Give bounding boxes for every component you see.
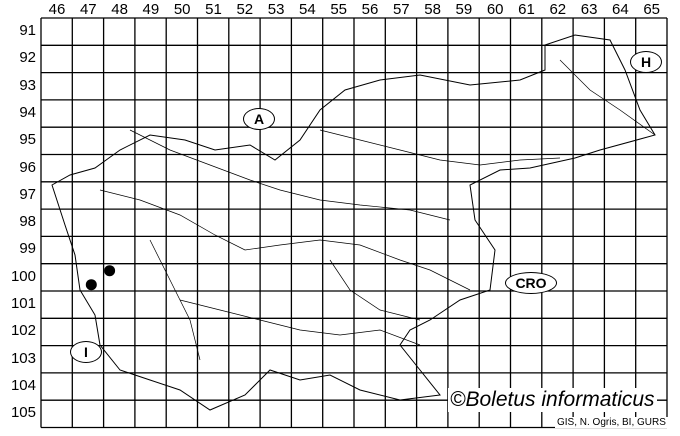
column-label: 49	[142, 1, 160, 18]
row-label: 95	[19, 131, 36, 149]
column-label: 50	[173, 1, 191, 18]
map-credit: GIS, N. Ogris, BI, GURS	[555, 417, 668, 428]
country-border	[51, 34, 656, 411]
column-label: 52	[236, 1, 254, 18]
column-label: 57	[392, 1, 410, 18]
country-label-austria: A	[243, 108, 275, 130]
country-label-croatia: CRO	[505, 272, 557, 294]
column-label: 56	[361, 1, 379, 18]
grid	[40, 17, 668, 429]
column-label: 64	[612, 1, 629, 18]
row-label: 94	[19, 103, 36, 121]
column-label: 46	[48, 1, 66, 18]
column-label: 53	[267, 1, 285, 18]
row-label: 99	[19, 240, 36, 258]
column-label: 55	[330, 1, 348, 18]
column-label: 59	[455, 1, 473, 18]
row-label: 105	[10, 404, 36, 422]
row-label: 91	[19, 22, 36, 39]
row-label: 102	[10, 322, 36, 340]
row-label: 93	[19, 76, 36, 94]
column-label: 60	[486, 1, 504, 18]
column-label: 61	[518, 1, 535, 18]
country-label-hungary: H	[630, 51, 662, 73]
column-label: 48	[111, 1, 128, 18]
row-label: 98	[19, 213, 36, 231]
row-label: 100	[10, 267, 36, 285]
column-label: 63	[580, 1, 598, 18]
column-label: 62	[549, 1, 567, 18]
column-label: 58	[424, 1, 441, 18]
map-title: ©Boletus informaticus	[448, 388, 657, 412]
row-label: 104	[10, 376, 36, 394]
rivers	[99, 59, 656, 361]
record-dot	[85, 279, 97, 291]
record-dot	[104, 265, 116, 277]
row-label: 101	[10, 295, 36, 312]
row-label: 103	[10, 349, 36, 367]
row-label: 92	[19, 49, 36, 67]
column-label: 54	[299, 1, 316, 18]
column-label: 51	[205, 1, 222, 18]
row-label: 96	[19, 158, 36, 176]
records	[85, 265, 116, 291]
column-label: 65	[643, 1, 661, 18]
column-label: 47	[79, 1, 97, 18]
row-label: 97	[19, 185, 36, 203]
country-label-italy: I	[70, 341, 102, 363]
